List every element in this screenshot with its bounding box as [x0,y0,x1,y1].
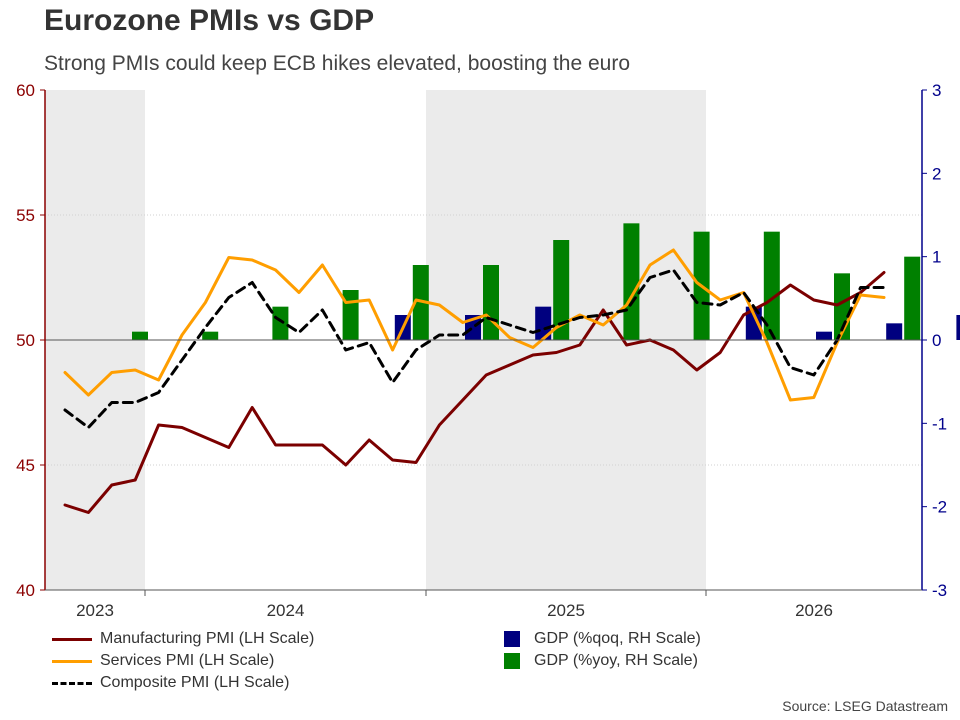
legend-swatch-composite [52,681,92,685]
legend-composite: Composite PMI (LH Scale) [52,674,289,692]
bar-gdp-qoq [886,323,903,340]
legend-swatch-manufacturing [52,637,92,641]
right-tick-label: -2 [932,498,947,517]
right-tick-label: -3 [932,581,947,600]
legend-label-manufacturing: Manufacturing PMI (LH Scale) [100,630,315,647]
right-tick-label: 3 [932,81,941,100]
left-tick-label: 45 [16,456,35,475]
bar-gdp-qoq [816,331,832,340]
legend-gdp-qoq: GDP (%qoq, RH Scale) [500,630,701,648]
bar-gdp-yoy [272,306,289,340]
legend-manufacturing: Manufacturing PMI (LH Scale) [52,630,314,648]
x-tick-label: 2024 [267,601,305,620]
source-note: Source: LSEG Datastream [782,698,948,714]
legend-label-composite: Composite PMI (LH Scale) [100,674,290,691]
bar-gdp-yoy [904,256,921,340]
bar-gdp-yoy [342,290,359,340]
x-tick-label: 2025 [547,601,585,620]
legend-label-gdp-qoq: GDP (%qoq, RH Scale) [534,630,701,647]
bar-gdp-yoy [623,223,640,340]
left-tick-label: 50 [16,331,35,350]
x-tick-label: 2023 [76,601,114,620]
right-tick-label: -1 [932,414,947,433]
bar-gdp-yoy [483,265,499,340]
left-tick-label: 55 [16,206,35,225]
legend-label-services: Services PMI (LH Scale) [100,652,275,669]
left-tick-label: 60 [16,81,35,100]
right-tick-label: 2 [932,164,941,183]
chart-title: Eurozone PMIs vs GDP [44,4,375,37]
legend-label-gdp-yoy: GDP (%yoy, RH Scale) [534,652,698,669]
right-tick-label: 0 [932,331,941,350]
legend-swatch-gdp-qoq [504,631,520,647]
x-tick-label: 2026 [795,601,833,620]
bar-gdp-yoy [132,331,148,340]
bar-gdp-qoq [745,306,762,340]
chart-subtitle: Strong PMIs could keep ECB hikes elevate… [44,52,631,75]
legend-swatch-services [52,659,92,663]
bar-gdp-yoy [553,240,570,340]
right-tick-label: 1 [932,248,941,267]
bar-gdp-qoq [956,315,960,340]
legend-gdp-yoy: GDP (%yoy, RH Scale) [500,652,698,670]
left-tick-label: 40 [16,581,35,600]
legend-swatch-gdp-yoy [504,653,520,669]
legend-services: Services PMI (LH Scale) [52,652,274,670]
line-manufacturing [63,271,886,514]
line-composite [63,268,886,429]
line-services [63,248,886,402]
bar-gdp-yoy [763,231,780,340]
bar-gdp-yoy [202,331,219,340]
